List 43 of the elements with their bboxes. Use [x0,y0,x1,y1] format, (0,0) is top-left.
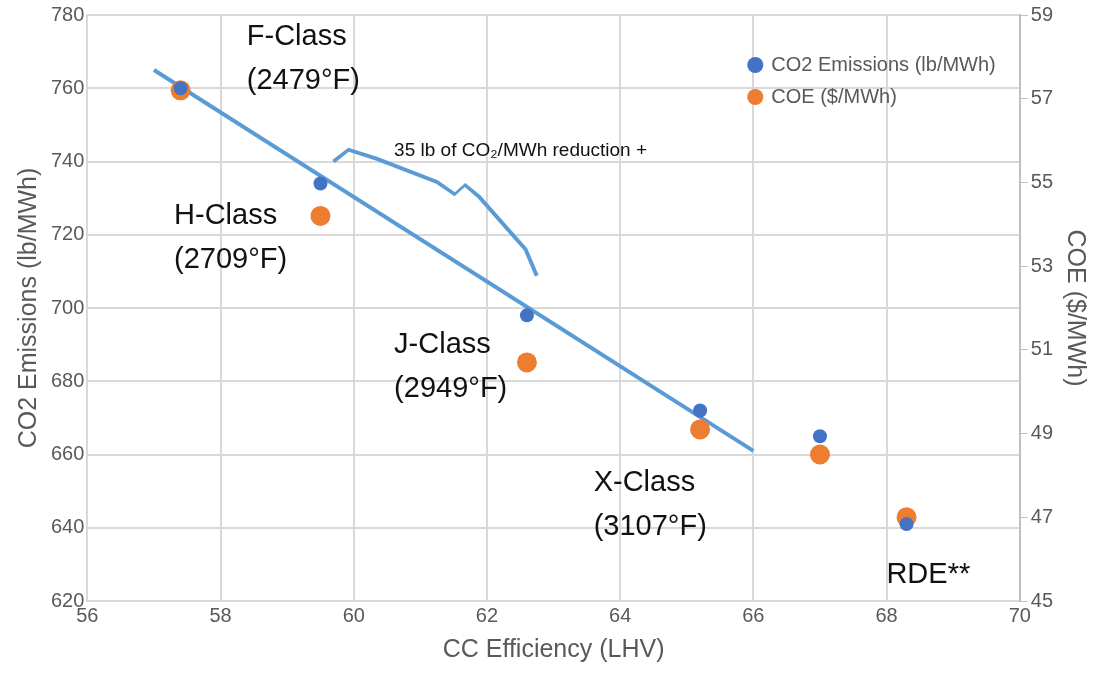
point [310,205,331,226]
x-tick-label: 62 [475,603,499,626]
y-axis-title: CO2 Emissions (lb/MWh) [12,167,41,449]
annotation: J-Class (2949°F) [394,326,508,403]
y2-tick-label: 51 [1030,337,1053,360]
x-tick-label: 68 [875,603,898,626]
y-tick-label: 660 [50,442,85,465]
y2-tick-label: 53 [1030,253,1053,276]
legend-label: CO2 Emissions (lb/MWh) [771,52,996,75]
point [313,176,328,191]
point [690,419,711,440]
point [519,308,534,323]
point [693,403,708,418]
annotation: H-Class (2709°F) [174,198,288,275]
point [812,429,827,444]
x-tick-label: 58 [209,603,232,626]
y-tick-label: 780 [50,2,85,25]
y2-tick-label: 57 [1030,86,1053,109]
legend-label: COE ($/MWh) [771,84,897,107]
y2-tick-label: 45 [1030,588,1053,611]
x-tick-label: 60 [342,603,365,626]
annotation: RDE** [886,557,971,590]
annotation: 35 lb of CO₂/MWh reduction + [394,138,648,160]
point [516,352,537,373]
y2-axis-title: COE ($/MWh) [1063,229,1092,387]
y-tick-label: 740 [50,149,85,172]
y2-tick-label: 55 [1030,169,1053,192]
y-tick-label: 720 [50,222,85,245]
annotation: F-Class (2479°F) [246,18,360,95]
y-tick-label: 700 [50,295,85,318]
y-tick-label: 760 [50,75,85,98]
y2-tick-label: 49 [1030,421,1053,444]
y2-tick-label: 59 [1030,2,1053,25]
y-tick-label: 680 [50,368,85,391]
x-tick-label: 70 [1008,603,1031,626]
y2-tick-label: 47 [1030,504,1053,527]
point [809,444,830,465]
point [899,517,914,532]
x-axis-title: CC Efficiency (LHV) [442,633,665,662]
x-tick-label: 64 [609,603,632,626]
y-tick-label: 640 [50,515,85,538]
annotation: X-Class (3107°F) [593,465,707,542]
x-tick-label: 66 [742,603,765,626]
